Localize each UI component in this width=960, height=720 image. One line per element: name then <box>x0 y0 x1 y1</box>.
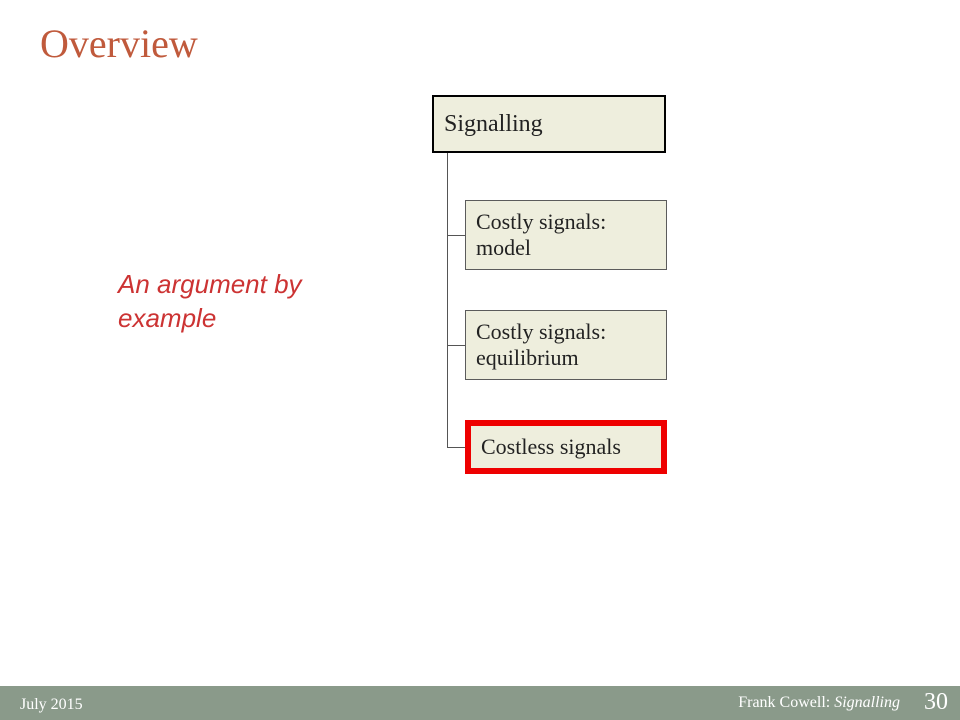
footer-page: 30 <box>924 689 948 716</box>
tree-root: Signalling <box>432 95 666 153</box>
slide-title: Overview <box>40 20 198 67</box>
tree-child-2-label: Costly signals:equilibrium <box>476 319 606 372</box>
tree-trunk <box>447 153 448 447</box>
footer-author-name: Frank Cowell: <box>738 694 830 711</box>
tree-branch-2 <box>447 345 465 346</box>
footer-author: Frank Cowell: Signalling <box>738 694 900 712</box>
tree-child-3: Costless signals <box>465 420 667 474</box>
tree-child-1-label: Costly signals:model <box>476 209 606 262</box>
caption-line1: An argument by <box>118 268 302 302</box>
footer: July 2015 Frank Cowell: Signalling 30 <box>0 686 960 720</box>
slide: Overview An argument by example Signalli… <box>0 0 960 720</box>
footer-topic: Signalling <box>834 694 900 711</box>
tree-child-3-label: Costless signals <box>481 434 621 460</box>
caption-line2: example <box>118 302 302 336</box>
tree-branch-3 <box>447 447 465 448</box>
footer-date: July 2015 <box>20 696 83 714</box>
tree-child-2: Costly signals:equilibrium <box>465 310 667 380</box>
tree-branch-1 <box>447 235 465 236</box>
tree-root-label: Signalling <box>444 110 543 139</box>
caption: An argument by example <box>118 268 302 336</box>
tree-child-1: Costly signals:model <box>465 200 667 270</box>
